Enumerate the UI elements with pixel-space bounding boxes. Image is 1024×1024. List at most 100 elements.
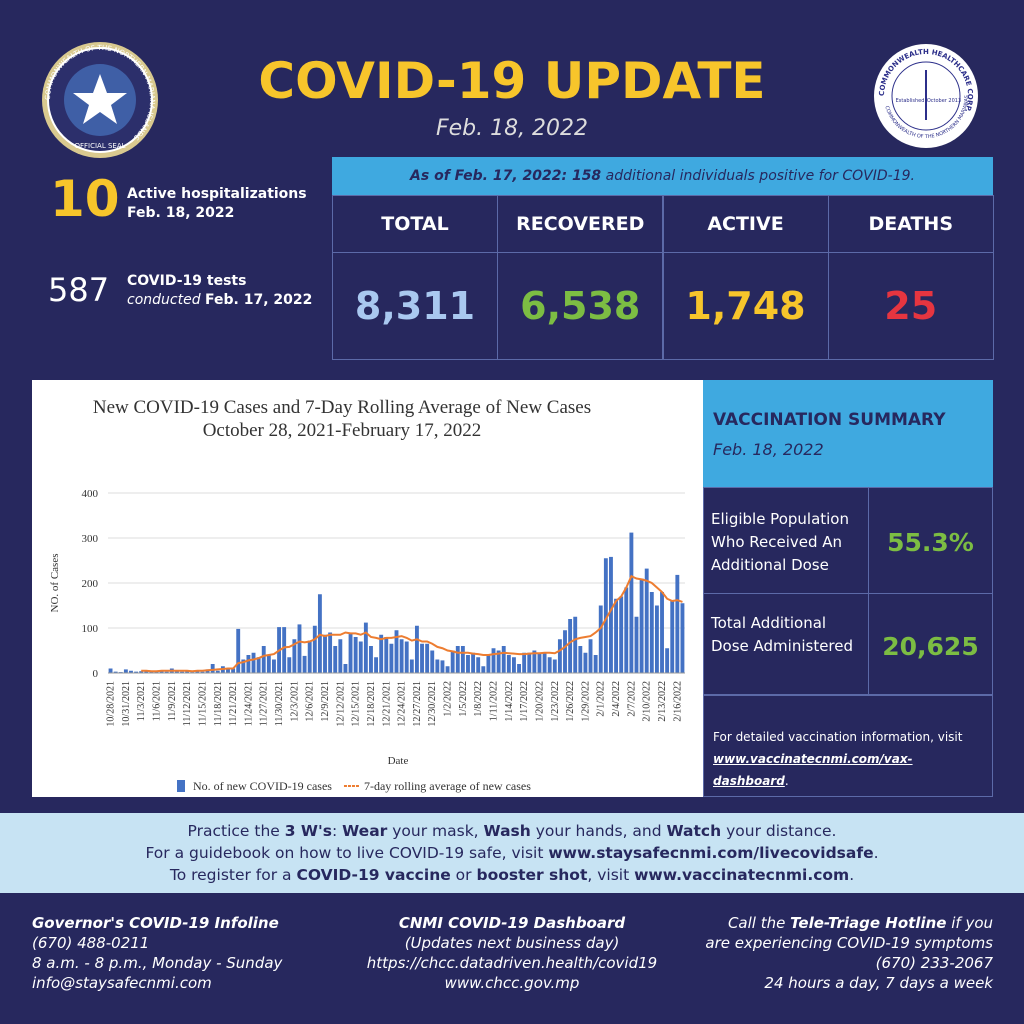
bar [435, 659, 440, 673]
vax-title: VACCINATION SUMMARY [713, 410, 946, 430]
bar [491, 648, 496, 673]
bar [578, 646, 583, 673]
bar [552, 659, 557, 673]
bar [624, 587, 629, 673]
footer-right: Call the Tele-Triage Hotline if you are e… [640, 913, 993, 993]
bar [139, 671, 144, 673]
bar [557, 639, 562, 673]
bar [348, 632, 353, 673]
x-tick-label: 10/31/2021 [121, 681, 132, 727]
chart-title: New COVID-19 Cases and 7-Day Rolling Ave… [93, 397, 591, 418]
x-tick-label: 1/26/2022 [565, 681, 576, 722]
bar [675, 574, 680, 673]
bar [420, 643, 424, 673]
x-tick-label: 12/24/2021 [397, 681, 408, 727]
stat-value: 8,311 [332, 252, 498, 360]
x-tick-label: 2/4/2022 [611, 681, 622, 717]
bar [512, 657, 516, 673]
vax-header-bg [703, 380, 993, 487]
bar [185, 671, 190, 673]
x-tick-label: 10/28/2021 [106, 681, 117, 727]
bar [241, 659, 246, 673]
footer-line: 24 hours a day, 7 days a week [764, 974, 993, 992]
seal: COMMONWEALTH OF THE NORTHERN MARIANA ISL… [42, 42, 158, 158]
y-tick-label: 0 [93, 668, 99, 680]
bar [394, 630, 399, 673]
vax-value: 20,625 [882, 632, 979, 661]
message-part: your mask, [387, 822, 484, 840]
bar [282, 627, 287, 673]
bar [619, 596, 624, 673]
footer-lines: (Updates next business day) https://chcc.… [362, 933, 662, 993]
bar [317, 594, 322, 673]
footer-line: (670) 488-0211 [32, 934, 150, 952]
bar [568, 619, 573, 673]
footer-bold: Tele-Triage Hotline [790, 914, 947, 932]
bar [476, 657, 481, 673]
bar [251, 652, 256, 673]
message-band [0, 813, 1024, 893]
x-tick-label: 12/12/2021 [335, 681, 346, 727]
stats-banner: As of Feb. 17, 2022: 158 additional indi… [332, 157, 993, 195]
message: Practice the 3 W's: Wear your mask, Wash… [0, 822, 1024, 840]
message-part: COVID-19 vaccine [296, 866, 451, 884]
x-tick-label: 2/1/2022 [596, 681, 607, 717]
bar [522, 652, 527, 673]
bar [256, 657, 261, 673]
bar [149, 671, 154, 673]
x-tick-label: 11/9/2021 [167, 681, 178, 721]
footer-line: (670) 233-2067 [875, 954, 993, 972]
message-part: . [849, 866, 855, 884]
bar [588, 639, 593, 673]
bar [537, 652, 542, 673]
bar [614, 598, 619, 673]
footer-line: are experiencing COVID-19 symptoms [705, 934, 993, 952]
bar [134, 671, 139, 673]
message-part: 3 W's [284, 822, 332, 840]
tests-conducted: conducted [127, 292, 201, 308]
bar [547, 657, 552, 673]
chart: New COVID-19 Cases and 7-Day Rolling Ave… [32, 380, 703, 797]
bar [455, 646, 460, 673]
stat-header: DEATHS [827, 195, 994, 253]
chart-subtitle: October 28, 2021-February 17, 2022 [203, 420, 482, 441]
banner-bold: As of Feb. 17, 2022: 158 [410, 168, 602, 184]
message-part: www.staysafecnmi.com/livecovidsafe [548, 844, 874, 862]
y-label: NO. of Cases [49, 554, 61, 613]
x-tick-label: 11/30/2021 [274, 681, 285, 726]
bar [445, 666, 450, 673]
bar [598, 605, 603, 673]
bar [129, 670, 133, 673]
bar [159, 670, 164, 673]
bar [231, 668, 236, 673]
logo-established: Established [896, 98, 925, 104]
x-tick-label: 12/21/2021 [381, 681, 392, 727]
vax-link[interactable]: www.vaccinatecnmi.com/vax-dashboard [713, 752, 913, 788]
footer-center: CNMI COVID-19 Dashboard (Updates next bus… [362, 913, 662, 993]
bar [236, 628, 241, 673]
bar [287, 657, 292, 673]
bar [246, 655, 251, 673]
bar [481, 666, 486, 673]
bar [123, 669, 128, 673]
legend-label: No. of new COVID-19 cases [193, 779, 332, 793]
bar [328, 632, 333, 673]
vax-label: Total Additional Dose Administered [711, 614, 854, 655]
bar [440, 660, 445, 673]
tests-label: COVID-19 tests conducted Feb. 17, 2022 [127, 272, 312, 310]
legend-swatch [177, 780, 185, 792]
vax-divider [868, 487, 869, 695]
bar [644, 568, 649, 673]
bar [180, 671, 184, 673]
vax-label: Eligible Population Who Received An Addi… [711, 510, 849, 574]
chart-bg [32, 380, 703, 797]
bar [113, 671, 118, 673]
x-tick-label: 1/11/2022 [489, 681, 500, 721]
bar [266, 655, 271, 673]
y-tick-label: 300 [82, 533, 99, 545]
message-part: , visit [587, 866, 635, 884]
bar [210, 664, 215, 673]
bar [302, 655, 307, 673]
bar [363, 622, 368, 673]
x-tick-label: 11/3/2021 [136, 681, 147, 721]
